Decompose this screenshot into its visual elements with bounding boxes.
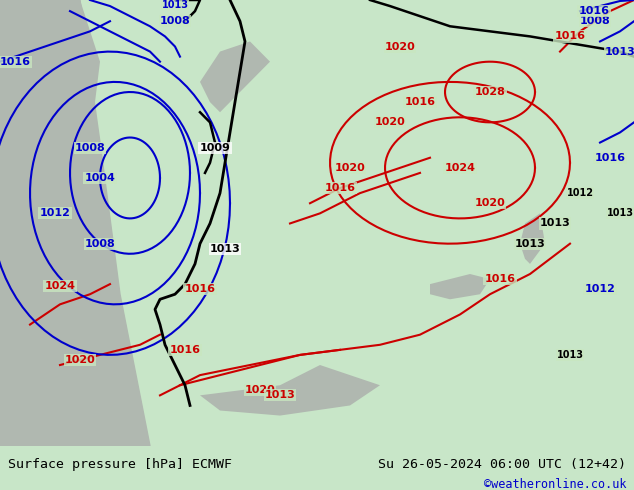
Text: 1012: 1012 <box>567 188 593 198</box>
Text: ©weatheronline.co.uk: ©weatheronline.co.uk <box>484 478 626 490</box>
Text: 1013: 1013 <box>264 391 295 400</box>
Text: 1004: 1004 <box>84 173 115 183</box>
Text: Su 26-05-2024 06:00 UTC (12+42): Su 26-05-2024 06:00 UTC (12+42) <box>378 458 626 471</box>
Text: 1016: 1016 <box>595 153 626 163</box>
Polygon shape <box>520 213 545 264</box>
Text: 1020: 1020 <box>65 355 95 365</box>
Text: 1008: 1008 <box>160 16 190 26</box>
Text: 1013: 1013 <box>162 0 188 10</box>
Text: 1013: 1013 <box>607 208 633 219</box>
Text: 1016: 1016 <box>0 57 30 67</box>
Text: 1008: 1008 <box>579 16 611 26</box>
Polygon shape <box>200 365 380 416</box>
Text: 1016: 1016 <box>325 183 356 193</box>
Text: 1024: 1024 <box>444 163 476 173</box>
Text: 1020: 1020 <box>475 198 505 208</box>
Text: 1012: 1012 <box>39 208 70 219</box>
Text: 1020: 1020 <box>245 385 275 395</box>
Text: 1013: 1013 <box>557 350 583 360</box>
Text: 1016: 1016 <box>404 97 436 107</box>
Text: 1024: 1024 <box>44 281 75 291</box>
Text: 1016: 1016 <box>578 6 609 16</box>
Text: 1016: 1016 <box>555 31 586 41</box>
Text: 1008: 1008 <box>84 239 115 249</box>
Text: 1020: 1020 <box>335 163 365 173</box>
Polygon shape <box>430 274 490 299</box>
Text: 1013: 1013 <box>540 219 571 228</box>
Text: 1020: 1020 <box>375 117 405 127</box>
Polygon shape <box>200 42 270 112</box>
Text: 1008: 1008 <box>75 143 105 152</box>
Polygon shape <box>0 0 100 446</box>
Polygon shape <box>0 0 150 446</box>
Text: 1028: 1028 <box>475 87 505 97</box>
Text: Surface pressure [hPa] ECMWF: Surface pressure [hPa] ECMWF <box>8 458 232 471</box>
Text: 1020: 1020 <box>385 42 415 51</box>
Text: 1009: 1009 <box>200 143 230 152</box>
Text: 1013: 1013 <box>515 239 545 249</box>
Text: 1016: 1016 <box>184 284 216 294</box>
Text: 1016: 1016 <box>169 345 200 355</box>
Text: 1016: 1016 <box>484 274 515 284</box>
Text: 1013: 1013 <box>605 47 634 56</box>
Text: 1013: 1013 <box>210 244 240 254</box>
Text: 1012: 1012 <box>585 284 616 294</box>
